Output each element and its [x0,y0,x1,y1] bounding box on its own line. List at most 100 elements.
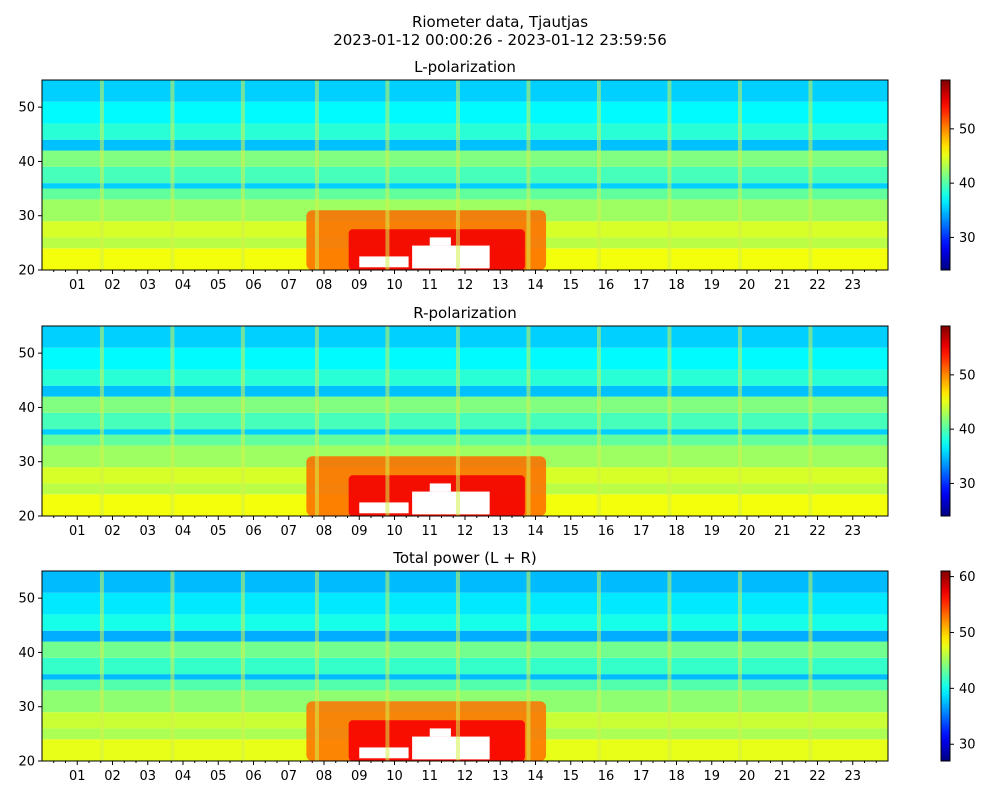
x-tick-label: 05 [210,524,227,539]
x-tick-label: 18 [668,769,685,784]
colorbar-tick-label: 60 [959,570,976,585]
interference-stripe [385,80,390,270]
x-tick-label: 07 [280,278,297,293]
interference-stripe [170,326,175,516]
interference-stripe [314,571,319,761]
colorbar [940,570,951,762]
interference-stripe [737,326,742,516]
panel-title: Total power (L + R) [392,549,537,567]
colorbar [940,325,951,517]
interference-stripe [667,80,672,270]
panel-2: R-polarization 01 02 03 04 05 06 07 08 09 10 11 12 13… [18,304,975,539]
y-tick-label: 50 [18,347,35,362]
y-tick-label: 30 [18,700,35,715]
x-tick-label: 11 [421,278,438,293]
interference-stripe [240,571,245,761]
x-tick-label: 23 [844,278,861,293]
heatmap-band [42,199,888,222]
saturated-patch [429,483,451,492]
x-tick-label: 09 [351,524,368,539]
interference-stripe [737,571,742,761]
x-tick-label: 21 [774,769,791,784]
heatmap-band [42,80,888,102]
saturated-patch [412,491,490,515]
heatmap-band [42,641,888,658]
x-tick-label: 16 [598,524,615,539]
x-tick-label: 16 [598,278,615,293]
saturated-patch [429,237,451,246]
heatmap-band [42,614,888,631]
x-tick-label: 12 [457,524,474,539]
interference-stripe [808,326,813,516]
interference-stripe [170,571,175,761]
x-tick-label: 20 [739,524,756,539]
y-tick-label: 20 [18,755,35,770]
y-tick-label: 20 [18,264,35,279]
y-tick-label: 30 [18,455,35,470]
saturated-patch [412,245,490,269]
x-tick-label: 13 [492,278,509,293]
saturated-patch [429,728,451,737]
y-tick-label: 50 [18,101,35,116]
interference-stripe [314,326,319,516]
x-tick-label: 14 [527,278,544,293]
x-tick-label: 06 [245,769,262,784]
x-tick-label: 23 [844,524,861,539]
colorbar-tick-label: 30 [959,231,976,246]
x-tick-label: 19 [703,524,720,539]
x-tick-label: 01 [69,524,86,539]
panel-1: L-polarization 01 02 03 04 05 06 07 08 09 10 11 12 13… [18,58,975,293]
x-tick-label: 15 [562,769,579,784]
y-tick-label: 50 [18,592,35,607]
x-tick-label: 04 [175,769,192,784]
x-tick-label: 08 [316,524,333,539]
x-tick-label: 02 [104,769,121,784]
heatmap-band [42,369,888,386]
x-tick-label: 06 [245,524,262,539]
heatmap-band [42,434,888,446]
x-tick-label: 21 [774,524,791,539]
x-tick-label: 11 [421,524,438,539]
y-tick-label: 40 [18,155,35,170]
y-tick-label: 40 [18,401,35,416]
heatmap-band [42,166,888,184]
x-tick-label: 07 [280,769,297,784]
x-tick-label: 16 [598,769,615,784]
interference-stripe [240,80,245,270]
panels: L-polarization 01 02 03 04 05 06 07 08 09 10 11 12 13… [18,58,975,784]
heatmap-band [42,101,888,124]
y-tick-label: 30 [18,209,35,224]
x-tick-label: 17 [633,278,650,293]
saturated-patch [412,736,490,760]
interference-stripe [455,326,460,516]
x-tick-label: 18 [668,524,685,539]
y-tick-label: 40 [18,646,35,661]
panel-3: Total power (L + R) 01 02 03 04 05 06 07 08 09 10 1… [18,549,975,784]
heatmap-band [42,571,888,593]
figure-title-line2: 2023-01-12 00:00:26 - 2023-01-12 23:59:5… [333,31,667,49]
x-tick-label: 04 [175,524,192,539]
panel-title: R-polarization [413,304,516,322]
panel-title: L-polarization [414,58,516,76]
interference-stripe [596,571,601,761]
x-tick-label: 23 [844,769,861,784]
x-tick-label: 20 [739,769,756,784]
x-tick-label: 03 [139,769,156,784]
x-tick-label: 08 [316,769,333,784]
colorbar-tick-label: 50 [959,122,976,137]
interference-stripe [240,326,245,516]
x-tick-label: 22 [809,278,826,293]
heatmap-band [42,183,888,189]
interference-stripe [170,80,175,270]
interference-stripe [455,80,460,270]
heatmap-band [42,429,888,435]
x-tick-label: 12 [457,769,474,784]
interference-stripe [314,80,319,270]
x-tick-label: 14 [527,524,544,539]
x-tick-label: 13 [492,769,509,784]
y-tick-label: 20 [18,510,35,525]
x-tick-label: 10 [386,524,403,539]
colorbar-tick-label: 50 [959,368,976,383]
interference-stripe [455,571,460,761]
interference-stripe [526,571,531,761]
